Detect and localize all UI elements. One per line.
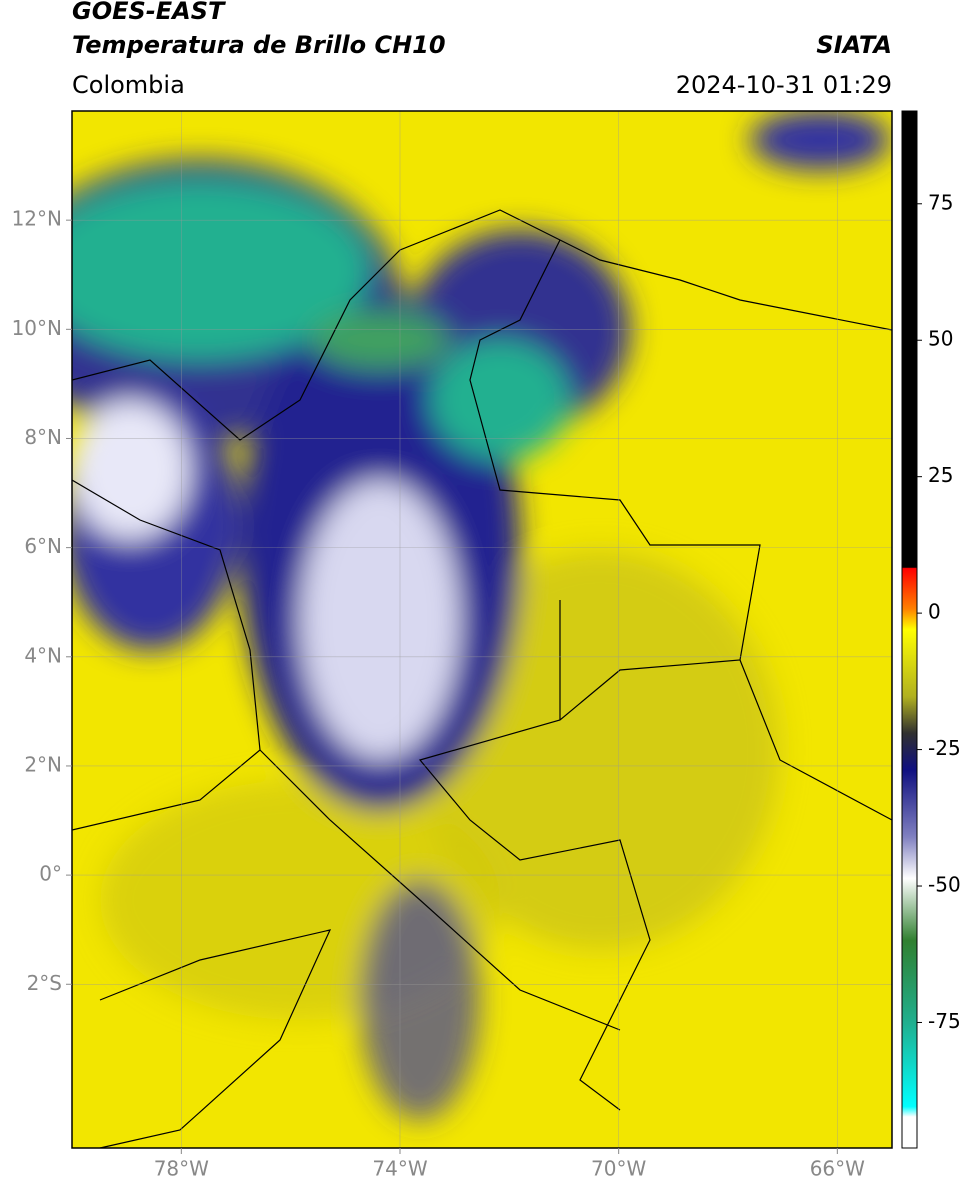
colorbar-label: -75 bbox=[928, 1009, 961, 1033]
region: Colombia bbox=[72, 71, 185, 99]
colorbar-label: 75 bbox=[928, 190, 953, 214]
colorbar bbox=[901, 110, 918, 1149]
y-tick-label: 8°N bbox=[24, 425, 62, 449]
x-tick-label: 74°W bbox=[372, 1157, 427, 1181]
x-tick-label: 66°W bbox=[810, 1157, 865, 1181]
y-tick-label: 10°N bbox=[12, 316, 62, 340]
map-frame bbox=[71, 110, 893, 1149]
title: GOES-EAST bbox=[72, 0, 226, 25]
colorbar-label: -25 bbox=[928, 736, 961, 760]
y-tick-label: 4°N bbox=[24, 643, 62, 667]
colorbar-label: -50 bbox=[928, 873, 961, 897]
satellite-image bbox=[72, 111, 892, 1148]
y-tick-label: 0° bbox=[39, 862, 62, 886]
datetime: 2024-10-31 01:29 bbox=[676, 71, 892, 99]
colorbar-label: 0 bbox=[928, 600, 941, 624]
y-tick-label: 6°N bbox=[24, 534, 62, 558]
y-tick-label: 2°N bbox=[24, 752, 62, 776]
source: SIATA bbox=[816, 31, 892, 59]
grid bbox=[72, 111, 892, 1148]
colorbar-label: 50 bbox=[928, 327, 953, 351]
colorbar-label: 25 bbox=[928, 463, 953, 487]
x-tick-label: 78°W bbox=[154, 1157, 209, 1181]
x-tick-label: 70°W bbox=[591, 1157, 646, 1181]
y-tick-label: 12°N bbox=[12, 207, 62, 231]
y-tick-label: 2°S bbox=[27, 971, 62, 995]
subtitle: Temperatura de Brillo CH10 bbox=[72, 31, 446, 59]
